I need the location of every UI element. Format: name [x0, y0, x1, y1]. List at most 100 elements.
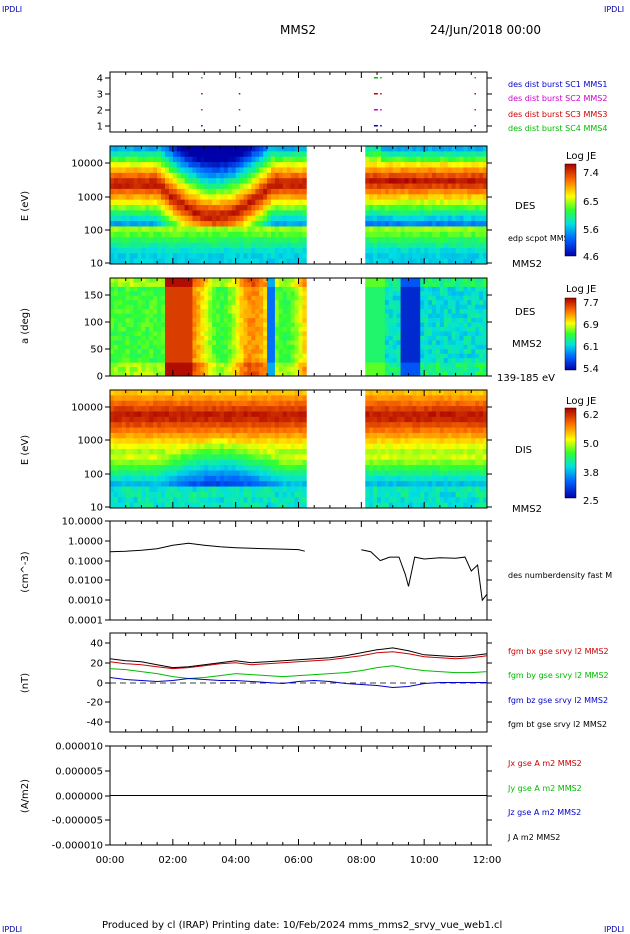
dis-energy-cell	[235, 486, 240, 493]
dis-energy-cell	[369, 416, 374, 423]
des-pitch-cell	[369, 291, 374, 297]
des-energy-cell	[212, 210, 217, 217]
des-energy-cell	[200, 188, 205, 195]
dis-energy-cell	[263, 459, 268, 466]
des-energy-cell	[447, 231, 453, 238]
des-pitch-cell	[396, 362, 402, 368]
dis-energy-cell	[184, 422, 189, 428]
des-energy-cell	[377, 178, 382, 184]
des-energy-cell	[227, 247, 233, 254]
dis-energy-cell	[231, 449, 237, 455]
des-energy-cell	[113, 258, 119, 265]
dis-energy-cell	[141, 432, 146, 439]
des-energy-cell	[176, 183, 182, 190]
dis-energy-cell	[274, 427, 280, 434]
des-pitch-cell	[180, 300, 186, 306]
dis-energy-cell	[117, 470, 123, 477]
des-pitch-cell	[455, 371, 460, 377]
des-energy-cell	[176, 199, 182, 206]
dis-energy-cell	[113, 491, 119, 498]
des-pitch-cell	[420, 362, 425, 368]
dis-energy-cell	[196, 497, 201, 504]
des-pitch-cell	[176, 318, 182, 323]
des-energy-cell	[235, 156, 240, 163]
des-pitch-cell	[463, 278, 468, 283]
des-pitch-cell	[298, 371, 303, 377]
des-pitch-cell	[451, 278, 456, 283]
dis-energy-cell	[365, 422, 370, 428]
des-energy-cell	[216, 226, 221, 233]
dis-energy-cell	[145, 465, 150, 471]
dis-energy-cell	[176, 400, 182, 407]
dis-energy-cell	[380, 438, 386, 445]
des-energy-cell	[117, 156, 123, 163]
des-pitch-cell	[157, 331, 162, 337]
dis-energy-cell	[396, 416, 402, 423]
des-energy-cell	[459, 162, 464, 168]
des-pitch-cell	[255, 309, 260, 315]
des-energy-cell	[200, 231, 205, 238]
des-energy-cell	[439, 167, 445, 174]
des-pitch-cell	[172, 327, 178, 332]
dis-energy-cell	[271, 481, 276, 487]
dis-energy-cell	[298, 465, 303, 471]
des-energy-cell	[290, 178, 295, 184]
des-pitch-cell	[196, 313, 201, 319]
des-pitch-cell	[149, 340, 154, 346]
des-pitch-cell	[172, 278, 178, 283]
dis-energy-cell	[157, 432, 162, 439]
des-pitch-cell	[243, 362, 248, 368]
des-energy-cell	[471, 178, 476, 184]
des-pitch-cell	[188, 291, 193, 297]
des-energy-cell	[176, 194, 182, 201]
des-energy-cell	[471, 215, 476, 222]
des-energy-cell	[204, 178, 209, 184]
des-pitch-cell	[471, 318, 476, 323]
des-pitch-cell	[439, 278, 445, 283]
dis-energy-cell	[117, 481, 123, 487]
des-energy-cell	[424, 188, 429, 195]
des-pitch-cell	[416, 344, 421, 350]
des-pitch-cell	[392, 295, 398, 301]
des-pitch-cell	[164, 282, 170, 288]
des-energy-cell	[247, 253, 252, 260]
dis-energy-cell	[380, 416, 386, 423]
des-pitch-cell	[274, 331, 280, 337]
dis-energy-cell	[168, 465, 174, 471]
des-pitch-cell	[184, 322, 189, 328]
des-pitch-cell	[388, 362, 394, 368]
des-pitch-cell	[435, 362, 441, 368]
dis-energy-cell	[227, 486, 233, 493]
dis-energy-cell	[204, 432, 209, 439]
des-energy-cell	[219, 242, 225, 249]
des-pitch-cell	[164, 295, 170, 301]
des-pitch-cell	[282, 304, 288, 310]
des-energy-cell	[369, 156, 374, 163]
des-pitch-cell	[384, 358, 390, 364]
dis-energy-cell	[141, 395, 146, 402]
des-energy-cell	[400, 183, 405, 190]
dis-energy-cell	[235, 427, 240, 434]
des-pitch-cell	[204, 286, 209, 292]
des-energy-cell	[384, 205, 390, 211]
des-pitch-cell	[113, 340, 119, 346]
des-pitch-cell	[212, 304, 217, 310]
des-energy-cell	[365, 199, 370, 206]
dis-energy-cell	[231, 470, 237, 477]
des-pitch-cell	[129, 349, 134, 355]
des-pitch-cell	[113, 282, 119, 288]
des-pitch-cell	[483, 371, 488, 377]
des-pitch-cell	[447, 327, 453, 332]
des-pitch-cell	[180, 327, 186, 332]
dis-energy-cell	[365, 465, 370, 471]
des-pitch-cell	[467, 358, 472, 364]
dis-energy-cell	[176, 432, 182, 439]
dis-energy-cell	[400, 459, 405, 466]
des-energy-cell	[110, 167, 115, 174]
des-pitch-cell	[298, 335, 303, 341]
des-pitch-cell	[455, 318, 460, 323]
des-energy-cell	[200, 194, 205, 201]
dis-energy-cell	[271, 390, 276, 396]
dis-energy-cell	[247, 432, 252, 439]
des-energy-cell	[204, 258, 209, 265]
